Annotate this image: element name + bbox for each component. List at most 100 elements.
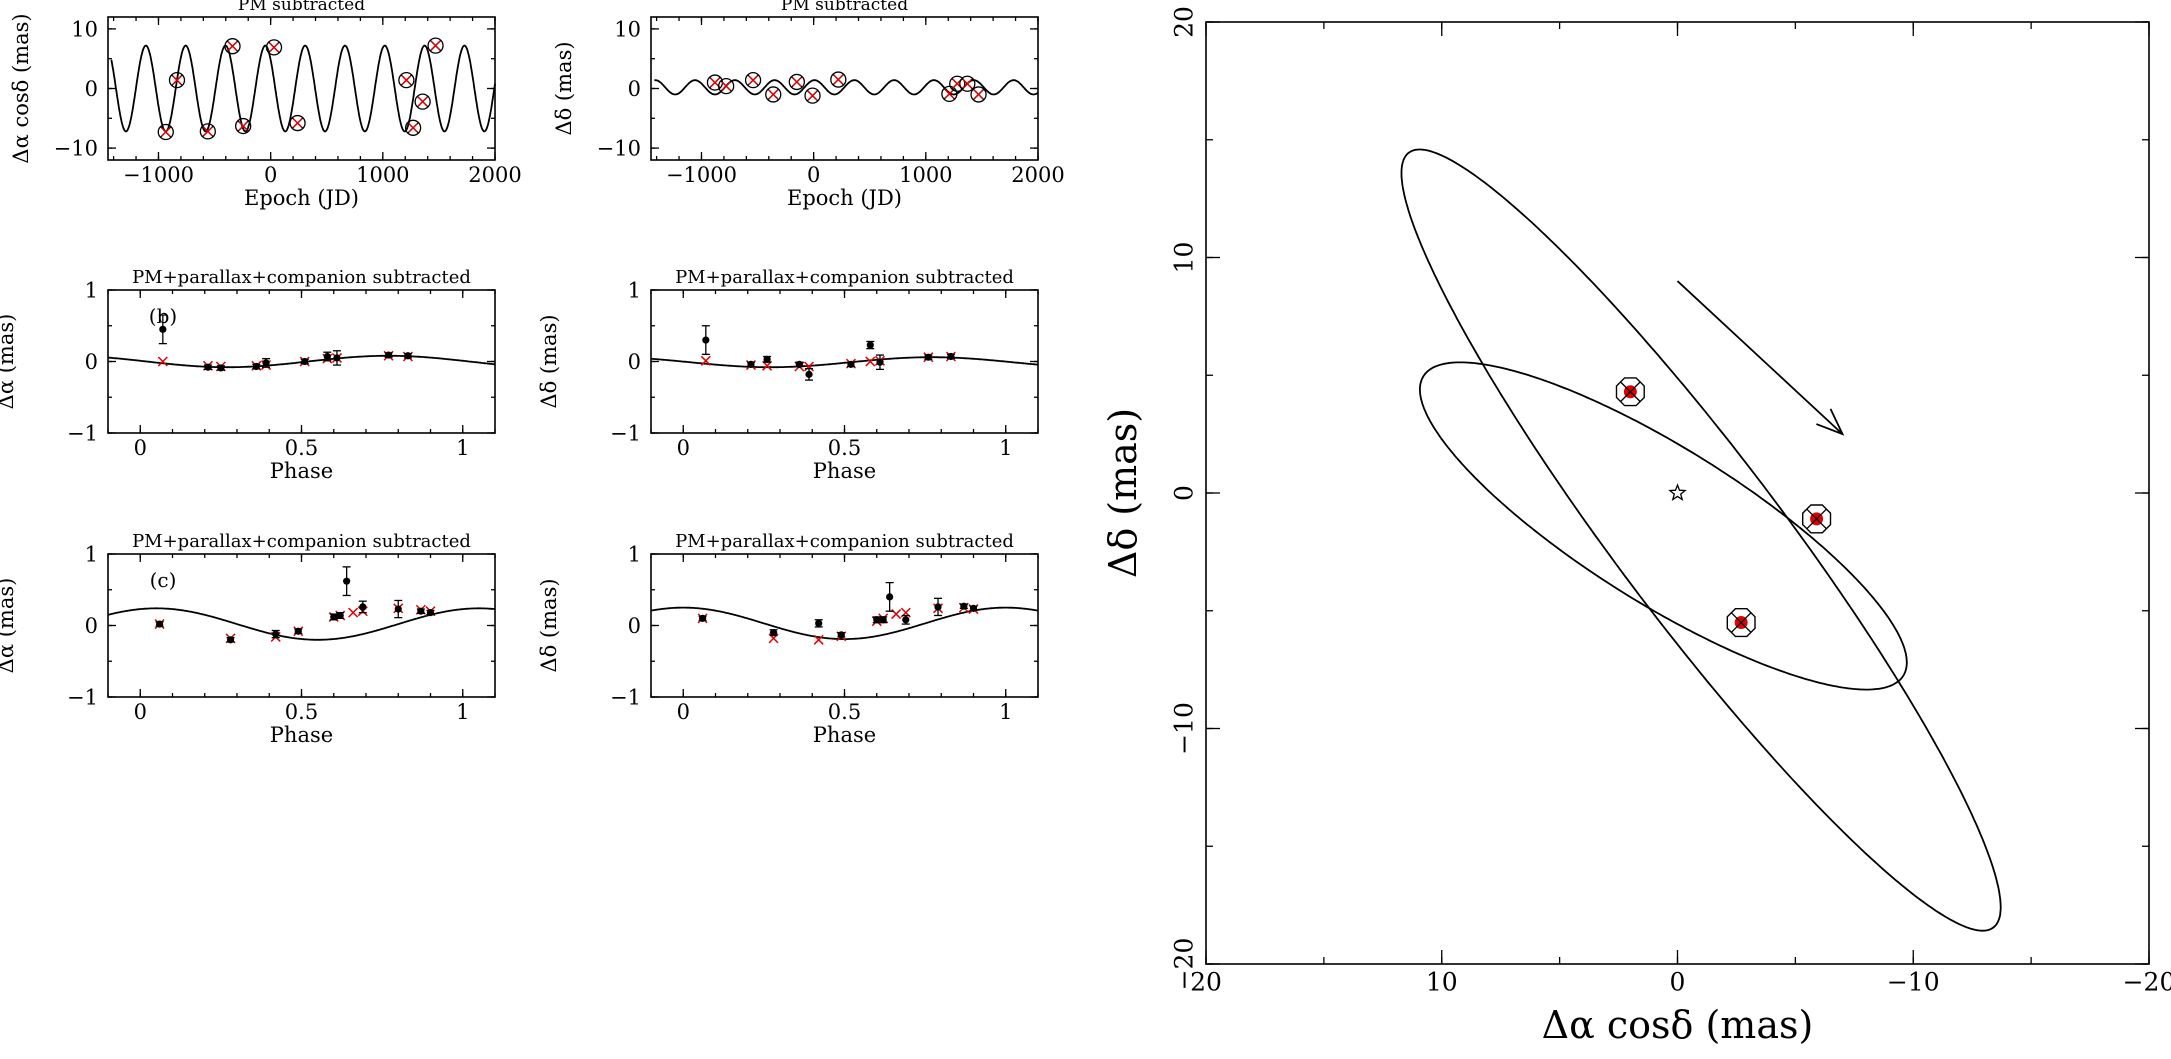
- x-tick-label: 1: [456, 436, 469, 460]
- data-point: [902, 616, 910, 624]
- y-tick-label: 0: [85, 77, 98, 101]
- x-tick-label: −20: [2123, 967, 2171, 996]
- y-tick-label: 1: [628, 542, 641, 566]
- model-point-cross: [417, 96, 428, 107]
- motion-arrow-head: [1816, 408, 1845, 436]
- panel-label: (c): [150, 568, 177, 592]
- data-point: [252, 362, 260, 371]
- x-axis-label: Phase: [270, 723, 333, 747]
- circled-data-point: [289, 114, 306, 132]
- data-point: [886, 593, 894, 601]
- model-point: [813, 634, 824, 645]
- x-tick-label: 0: [677, 700, 690, 724]
- intersection-cross: [1730, 612, 1752, 633]
- y-axis-label: Δα (mas): [0, 578, 18, 674]
- model-point-cross: [962, 78, 973, 89]
- circled-data-point: [718, 77, 735, 95]
- plot-title: PM+parallax+companion subtracted: [132, 267, 471, 288]
- y-tick-label: 1: [628, 278, 641, 302]
- data-point: [359, 603, 367, 611]
- plot-frame: [650, 16, 1039, 161]
- intersection-cross: [1619, 381, 1641, 403]
- orbit-ellipse: [1419, 361, 1908, 691]
- plot-title: PM+parallax+companion subtracted: [132, 531, 471, 552]
- data-point: [866, 341, 874, 349]
- data-point: [294, 627, 302, 635]
- model-point-cross: [292, 118, 303, 128]
- circled-data-point: [744, 72, 762, 89]
- circled-data-point: [157, 123, 174, 141]
- plot-title: PM+parallax+companion subtracted: [675, 267, 1014, 288]
- data-point: [763, 355, 771, 363]
- y-tick-label: 10: [1169, 242, 1198, 274]
- x-tick-label: 0.5: [285, 700, 318, 724]
- circled-data-point: [199, 123, 216, 140]
- plot-frame: [650, 553, 1039, 698]
- orbit-ellipse: [1400, 148, 2002, 932]
- data-point: [847, 360, 855, 368]
- circled-data-point: [830, 71, 847, 88]
- circled-data-point: [404, 119, 422, 136]
- y-tick-label: −1: [67, 421, 98, 445]
- x-tick-label: 0: [134, 700, 147, 724]
- phase-panel-p3: 0 0.5 1 −1 0 1 Phase Δα (mas) PM+parallax+compan…: [0, 267, 496, 483]
- intersection-marker: [1615, 377, 1645, 407]
- data-point: [159, 325, 167, 333]
- epoch-panel-p2: −1000 0 1000 2000 −10 0 10 Epoch (JD) Δδ (mas) PM…: [552, 0, 1065, 210]
- data-point: [837, 631, 845, 639]
- data-point: [404, 352, 412, 360]
- circled-data-point: [788, 73, 805, 91]
- x-tick-label: 0: [264, 163, 277, 187]
- data-point: [343, 577, 351, 585]
- circled-data-point: [941, 85, 958, 103]
- circled-data-point: [949, 75, 966, 92]
- circled-data-point: [765, 86, 782, 103]
- data-point: [879, 616, 887, 624]
- data-point: [323, 352, 331, 361]
- y-axis-label: Δα (mas): [0, 314, 18, 410]
- plot-title: PM subtracted: [238, 0, 365, 15]
- data-point: [873, 616, 881, 624]
- orbit-panel: 20 10 0 −10 −20 −20 −10 0 10 20 Δα cosδ (mas) Δδ (m…: [1101, 6, 2171, 1047]
- plot-frame: [650, 289, 1039, 434]
- x-tick-label: −10: [1887, 967, 1940, 996]
- data-point: [156, 620, 164, 628]
- model-point-cross: [807, 90, 818, 101]
- data-point: [934, 603, 942, 611]
- y-axis-label: Δδ (mas): [552, 41, 576, 135]
- x-tick-label: −1000: [123, 163, 194, 187]
- x-tick-label: −1000: [666, 163, 737, 187]
- x-axis-label: Phase: [813, 723, 876, 747]
- y-tick-label: −10: [1169, 702, 1198, 755]
- y-tick-label: −10: [54, 136, 98, 160]
- y-tick-label: 0: [628, 614, 641, 638]
- x-tick-label: 1: [999, 700, 1012, 724]
- model-point: [348, 607, 359, 618]
- circled-data-point: [959, 75, 976, 92]
- model-point: [865, 356, 876, 367]
- x-tick-label: 0.5: [828, 700, 861, 724]
- y-tick-label: 1: [85, 278, 98, 302]
- data-point: [394, 605, 402, 613]
- x-tick-label: 0: [1670, 967, 1686, 996]
- plot-title: PM+parallax+companion subtracted: [675, 531, 1014, 552]
- x-tick-label: 0: [134, 436, 147, 460]
- circled-data-point: [970, 86, 987, 103]
- data-point: [226, 636, 235, 644]
- x-tick-label: 1: [999, 436, 1012, 460]
- x-tick-label: 0.5: [828, 436, 861, 460]
- circled-data-point: [427, 37, 444, 54]
- model-point-cross: [430, 40, 441, 51]
- y-axis-label: Δδ (mas): [537, 314, 561, 408]
- x-tick-label: 2000: [1011, 163, 1064, 187]
- circled-data-point: [168, 72, 186, 89]
- model-point: [157, 356, 168, 367]
- model-curve: [110, 44, 496, 133]
- model-point-cross: [160, 127, 171, 137]
- circled-data-point: [224, 38, 241, 55]
- data-point: [969, 604, 978, 612]
- data-point: [747, 360, 755, 368]
- model-point-cross: [768, 89, 779, 100]
- x-tick-label: 0.5: [285, 436, 318, 460]
- panel-label: (b): [149, 304, 177, 328]
